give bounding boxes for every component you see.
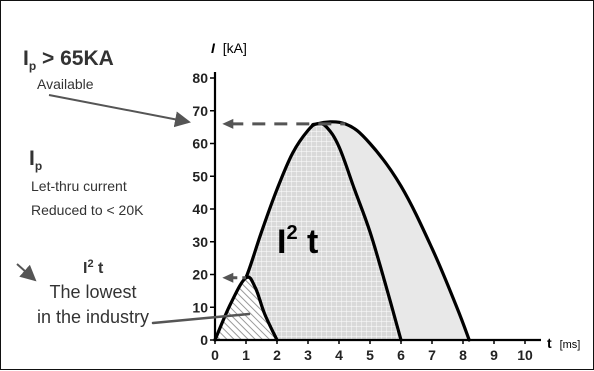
y-tick-label: 80	[192, 70, 208, 86]
i2t-lowest-superscript: 2	[87, 258, 93, 270]
fuse-current-area-fill	[215, 123, 401, 341]
fuse-current-area-outline	[213, 121, 403, 342]
y-tick-label: 0	[200, 332, 208, 348]
ip-available-arrow	[48, 94, 191, 128]
ip-available-subscript: p	[29, 59, 36, 73]
i2t-area-label: I2 t	[277, 222, 318, 261]
i2t-area-symbol: I	[277, 223, 286, 261]
x-tick-label: 10	[517, 347, 533, 363]
i2t-lowest-tail: t	[94, 260, 104, 277]
ip-letthru-symbol: I	[29, 147, 35, 170]
x-tick-label: 4	[335, 347, 343, 363]
y-axis-symbol: I	[211, 40, 216, 56]
i2t-lowest-line2: in the industry	[37, 307, 149, 327]
i2t-lowest-symbol: I	[83, 260, 87, 277]
reference-lines-layer	[222, 118, 346, 283]
axes-layer	[213, 72, 541, 342]
ip-letthru-heading: Ip	[29, 147, 42, 173]
ip-letthru-subscript: p	[35, 159, 42, 173]
i2t-lowest-pointer	[151, 312, 251, 325]
letthru-current-area-outline	[213, 275, 279, 342]
ip-letthru-line2: Reduced to < 20K	[31, 202, 144, 218]
y-tick-label: 20	[192, 267, 208, 283]
y-tick-label: 70	[192, 103, 208, 119]
y-axis-unit: [kA]	[223, 40, 247, 56]
x-tick-label: 3	[304, 347, 312, 363]
x-tick-label: 9	[490, 347, 498, 363]
x-tick-label: 5	[366, 347, 374, 363]
series-layer	[213, 120, 471, 342]
x-tick-label: 1	[242, 347, 250, 363]
y-tick-label: 30	[192, 234, 208, 250]
ip-available-label: Available	[37, 76, 94, 92]
x-axis-label: t [ms]	[547, 335, 580, 351]
x-tick-label: 8	[459, 347, 467, 363]
y-tick-label: 60	[192, 136, 208, 152]
y-tick-label: 50	[192, 168, 208, 184]
ip-available-symbol: I	[23, 47, 29, 70]
x-axis-symbol: t	[547, 335, 552, 351]
x-tick-label: 6	[397, 347, 405, 363]
i2t-lowest-line1: The lowest	[49, 282, 136, 302]
i2t-area-tail: t	[298, 223, 319, 261]
letthru-current-area-fill	[215, 277, 277, 340]
ip-available-heading: Ip > 65KA	[23, 47, 114, 73]
y-axis-label: I [kA]	[211, 40, 247, 56]
y-tick-label: 10	[192, 299, 208, 315]
x-tick-label: 7	[428, 347, 436, 363]
ticks-layer: 0 10 20 30 40 50 60 70 80 0 1 2 3 4 5 6 7 8 9 10	[192, 70, 533, 363]
ip-available-relation: > 65KA	[36, 47, 114, 70]
x-axis-unit: [ms]	[560, 339, 581, 351]
i2t-area-superscript: 2	[286, 222, 297, 244]
ip-letthru-arrow	[16, 263, 37, 282]
y-tick-label: 40	[192, 201, 208, 217]
i2t-lowest-heading: I2 t	[83, 258, 104, 277]
peak-available-reference-arrowhead	[222, 118, 234, 129]
ip-letthru-line1: Let-thru current	[31, 178, 127, 194]
letthru-peak-reference-arrowhead	[222, 272, 234, 283]
x-tick-label: 0	[211, 347, 219, 363]
x-tick-label: 2	[273, 347, 281, 363]
